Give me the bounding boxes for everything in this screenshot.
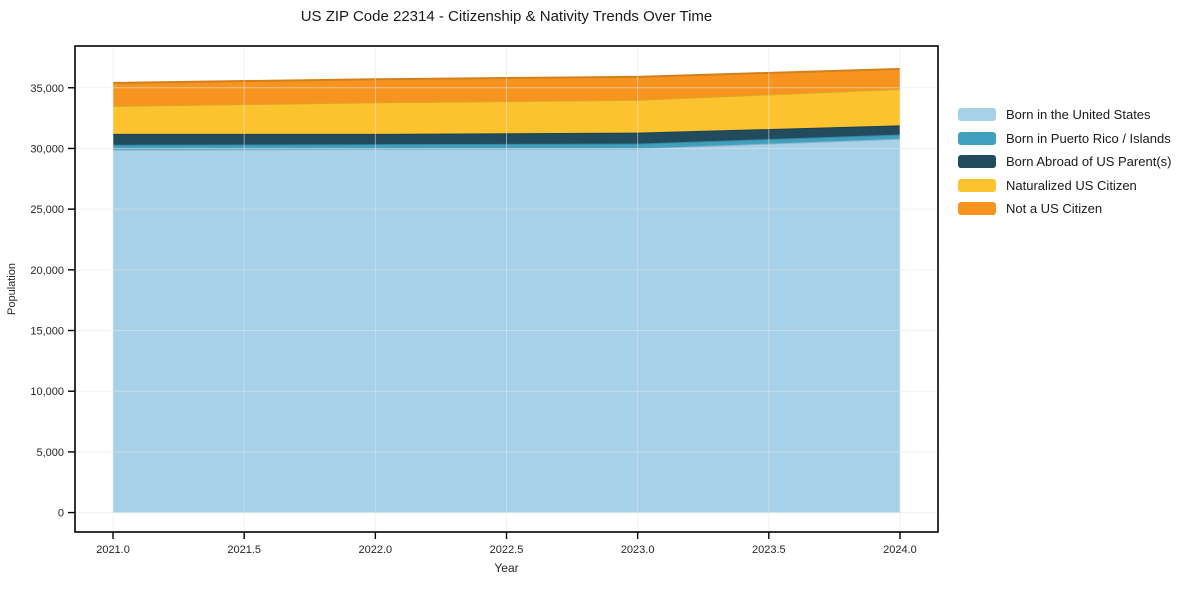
x-tick-label: 2023.5 (752, 544, 786, 556)
gridlines (75, 46, 938, 532)
legend-label: Born Abroad of US Parent(s) (1006, 154, 1172, 170)
y-tick-label: 25,000 (30, 204, 64, 216)
x-tick-label: 2022.0 (359, 544, 393, 556)
legend-swatch (958, 202, 996, 216)
y-tick-label: 0 (58, 508, 64, 520)
y-tick-label: 35,000 (30, 83, 64, 95)
legend: Born in the United States Born in Puerto … (958, 103, 1171, 221)
x-tick-label: 2024.0 (883, 544, 917, 556)
x-tick-label: 2021.0 (96, 544, 130, 556)
y-axis-label: Population (6, 263, 18, 315)
legend-swatch (958, 108, 996, 122)
legend-item: Naturalized US Citizen (958, 174, 1171, 198)
legend-label: Not a US Citizen (1006, 201, 1103, 217)
tick-marks (68, 87, 901, 539)
legend-item: Born in Puerto Rico / Islands (958, 127, 1171, 151)
y-tick-label: 10,000 (30, 386, 64, 398)
legend-label: Born in the United States (1006, 107, 1151, 123)
y-tick-label: 5,000 (36, 447, 64, 459)
legend-swatch (958, 131, 996, 145)
area-band (113, 134, 900, 150)
y-tick-label: 20,000 (30, 265, 64, 277)
x-tick-label: 2021.5 (227, 544, 261, 556)
legend-item: Not a US Citizen (958, 197, 1171, 221)
legend-item: Born Abroad of US Parent(s) (958, 150, 1171, 174)
y-tick-label: 15,000 (30, 326, 64, 338)
legend-swatch (958, 178, 996, 192)
legend-swatch (958, 155, 996, 169)
chart-title: US ZIP Code 22314 - Citizenship & Nativi… (300, 8, 713, 25)
x-tick-label: 2022.5 (490, 544, 524, 556)
x-axis-label: Year (494, 561, 518, 575)
tick-labels: 0 5,000 10,000 15,000 20,000 25,000 30,000 35,0… (30, 83, 916, 556)
legend-label: Born in Puerto Rico / Islands (1006, 130, 1171, 146)
x-tick-label: 2023.0 (621, 544, 655, 556)
y-tick-label: 30,000 (30, 143, 64, 155)
legend-label: Naturalized US Citizen (1006, 177, 1137, 193)
legend-item: Born in the United States (958, 103, 1171, 127)
